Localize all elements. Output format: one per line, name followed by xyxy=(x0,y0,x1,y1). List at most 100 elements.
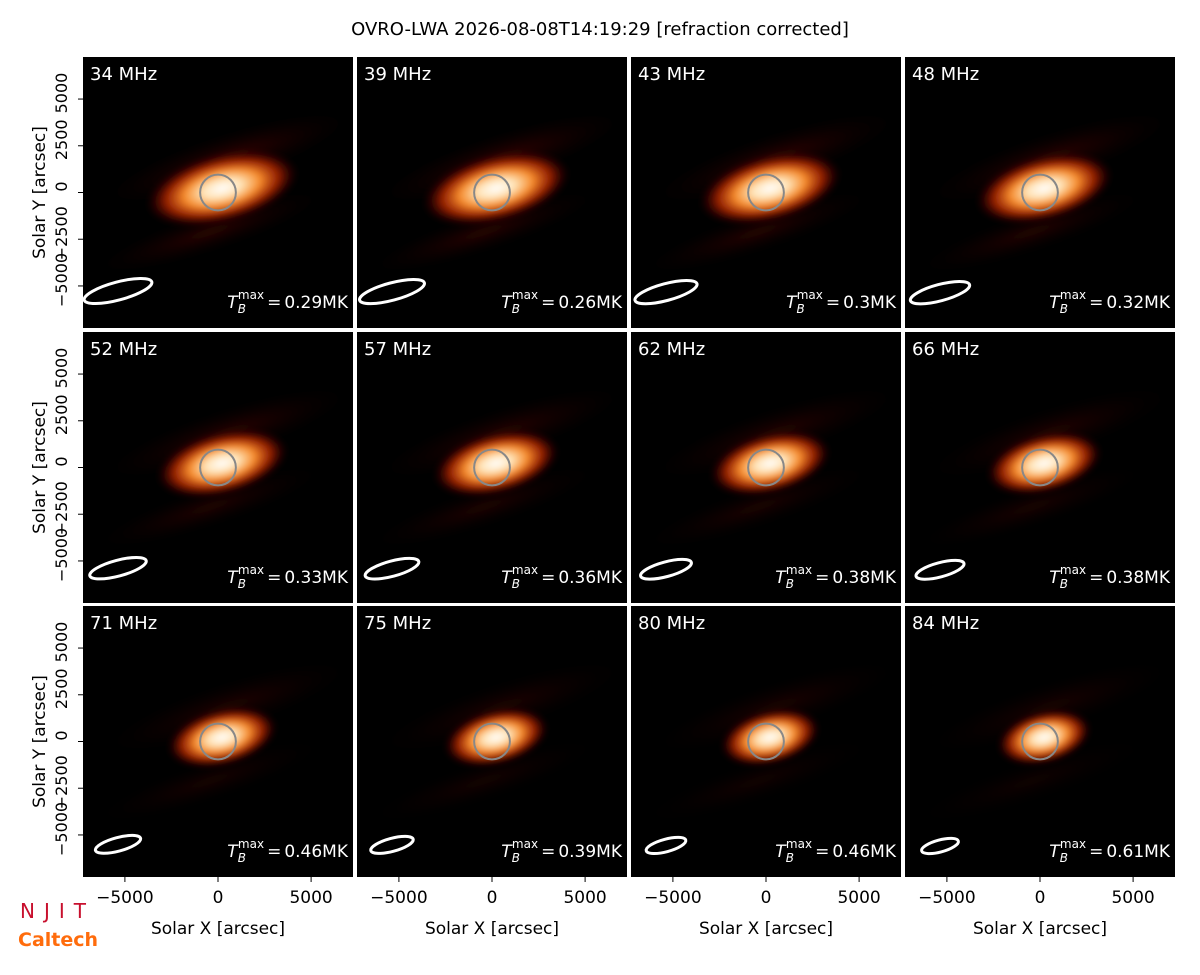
x-axis-label: Solar X [arcsec] xyxy=(973,919,1107,939)
tb-symbol: T xyxy=(227,568,239,588)
solar-disk xyxy=(747,173,785,212)
x-axis-label: Solar X [arcsec] xyxy=(151,919,285,939)
beam xyxy=(639,557,693,581)
tb-sub: B xyxy=(1060,851,1068,865)
solar-disk xyxy=(199,448,237,487)
tb-eq: = xyxy=(815,842,829,862)
tb-sup: max xyxy=(238,837,264,851)
tb-sub: B xyxy=(512,577,520,591)
tb-symbol: T xyxy=(1049,293,1061,313)
haze xyxy=(925,660,1174,754)
source xyxy=(443,707,549,767)
panel-title: 75 MHz xyxy=(364,613,431,634)
y-tick-label: 5000 xyxy=(52,348,71,389)
haze xyxy=(643,190,873,274)
tb-sup: max xyxy=(797,288,823,302)
solar-disk xyxy=(473,173,511,212)
beam xyxy=(83,276,154,306)
tb-label: TBmax = 0.33MK xyxy=(227,563,349,591)
tb-eq: = xyxy=(541,842,555,862)
tb-sub: B xyxy=(512,302,520,316)
y-tick-label: 2500 xyxy=(52,394,71,435)
tb-label: TBmax = 0.36MK xyxy=(501,563,623,591)
tb-eq: = xyxy=(541,293,555,313)
beam xyxy=(633,278,699,306)
y-tick-label: −5000 xyxy=(52,528,71,582)
beam xyxy=(93,833,143,855)
tb-max: 0.32MK xyxy=(1106,293,1171,313)
tb-symbol: T xyxy=(775,568,787,588)
y-axis-label: Solar Y [arcsec] xyxy=(30,675,50,808)
beam xyxy=(914,558,966,581)
haze xyxy=(369,190,599,274)
tb-sup: max xyxy=(1060,288,1086,302)
panel-title: 66 MHz xyxy=(912,339,979,360)
y-tick-label: −2500 xyxy=(52,755,71,809)
tb-sub: B xyxy=(797,302,805,316)
source xyxy=(422,151,570,226)
haze xyxy=(643,739,873,823)
panel-title: 80 MHz xyxy=(638,613,705,634)
panel: 62 MHz TBmax = 0.38MK xyxy=(631,332,901,603)
beam xyxy=(908,279,972,306)
tb-sub: B xyxy=(512,851,520,865)
figure-title: OVRO-LWA 2026-08-08T14:19:29 [refraction… xyxy=(351,19,849,40)
haze xyxy=(377,660,626,754)
tb-eq: = xyxy=(1089,293,1103,313)
haze xyxy=(369,739,599,823)
panel: 57 MHz TBmax = 0.36MK xyxy=(357,332,627,603)
tb-symbol: T xyxy=(227,293,239,313)
tb-sub: B xyxy=(1060,302,1068,316)
tb-max: 0.3MK xyxy=(843,293,897,313)
y-tick-label: −2500 xyxy=(52,206,71,260)
x-tick-label: −5000 xyxy=(370,888,428,908)
tb-sup: max xyxy=(1060,563,1086,577)
tb-label: TBmax = 0.38MK xyxy=(775,563,897,591)
tb-symbol: T xyxy=(775,842,787,862)
source xyxy=(986,431,1102,495)
tb-max: 0.46MK xyxy=(832,842,897,862)
x-tick-label: 5000 xyxy=(289,888,332,908)
tb-max: 0.46MK xyxy=(284,842,349,862)
panel: 43 MHz TBmax = 0.3MK xyxy=(631,57,901,328)
panel-title: 39 MHz xyxy=(364,64,431,85)
panel: 39 MHz TBmax = 0.26MK xyxy=(357,57,627,328)
tb-max: 0.36MK xyxy=(558,568,623,588)
y-axis-label: Solar Y [arcsec] xyxy=(30,126,50,259)
tb-sub: B xyxy=(238,577,246,591)
y-tick-label: −5000 xyxy=(52,802,71,856)
x-tick-label: 0 xyxy=(1035,888,1046,908)
y-tick-label: −2500 xyxy=(52,481,71,535)
tb-sub: B xyxy=(238,851,246,865)
tb-sup: max xyxy=(238,288,264,302)
tb-max: 0.39MK xyxy=(558,842,623,862)
source xyxy=(975,153,1113,224)
y-tick-label: 0 xyxy=(52,181,71,191)
x-tick-label: 5000 xyxy=(837,888,880,908)
tb-sup: max xyxy=(786,563,812,577)
haze xyxy=(925,386,1174,480)
tb-sup: max xyxy=(512,837,538,851)
x-tick-label: −5000 xyxy=(918,888,976,908)
solar-disk xyxy=(747,722,785,761)
tb-eq: = xyxy=(1089,842,1103,862)
tb-eq: = xyxy=(267,842,281,862)
tb-eq: = xyxy=(541,568,555,588)
tb-sub: B xyxy=(238,302,246,316)
tb-label: TBmax = 0.32MK xyxy=(1049,288,1171,316)
tb-sub: B xyxy=(786,851,794,865)
solar-disk xyxy=(199,722,237,761)
image xyxy=(83,332,353,603)
logo-njit: NJIT xyxy=(20,899,95,923)
image xyxy=(83,606,353,877)
panel: 48 MHz TBmax = 0.32MK xyxy=(905,57,1175,328)
panel: 66 MHz TBmax = 0.38MK xyxy=(905,332,1175,603)
image xyxy=(905,606,1175,877)
image xyxy=(357,332,627,603)
image xyxy=(357,606,627,877)
haze xyxy=(95,739,325,823)
